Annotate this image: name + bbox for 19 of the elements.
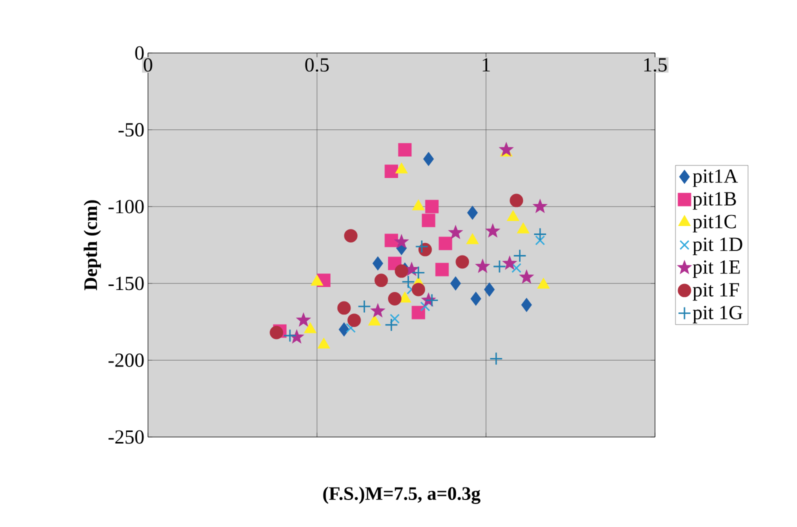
legend-label: pit1B [692, 192, 736, 210]
x-tick-label: 0.5 [305, 58, 329, 72]
y-tick-label: -200 [108, 353, 144, 367]
legend-label: pit 1G [692, 306, 742, 324]
legend-label: pit 1F [692, 283, 739, 301]
x-tick-label: 0 [144, 58, 152, 72]
y-tick-label: -100 [108, 200, 144, 214]
legend-label: pit 1D [692, 238, 742, 256]
y-tick-label: 0 [135, 46, 144, 60]
y-tick-label: -50 [118, 123, 144, 137]
y-tick-label: -250 [108, 430, 144, 444]
legend-label: pit1C [692, 214, 736, 232]
legend-label: pit 1E [692, 260, 740, 278]
y-tick-label: -150 [108, 276, 144, 290]
x-tick-label: 1 [482, 58, 490, 72]
legend-label: pit1A [692, 169, 738, 187]
x-tick-label: 1.5 [644, 58, 667, 72]
x-axis-title: (F.S.)M=7.5, a=0.3g [323, 486, 480, 504]
y-axis-title: Depth (cm) [84, 200, 101, 290]
